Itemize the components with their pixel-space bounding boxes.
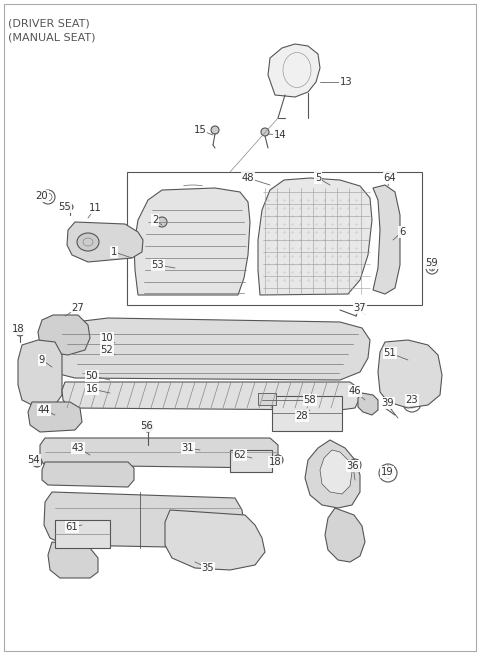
Bar	[230, 450, 272, 472]
Circle shape	[143, 422, 153, 432]
Polygon shape	[373, 185, 400, 294]
Text: 54: 54	[28, 455, 40, 465]
Text: 55: 55	[59, 202, 72, 212]
Circle shape	[429, 265, 435, 271]
Polygon shape	[325, 508, 365, 562]
Text: 19: 19	[381, 467, 394, 477]
Text: 37: 37	[354, 303, 366, 313]
Polygon shape	[320, 450, 352, 494]
Polygon shape	[18, 340, 62, 408]
Text: 18: 18	[269, 457, 281, 467]
Polygon shape	[268, 44, 320, 97]
Circle shape	[261, 128, 269, 136]
Text: 50: 50	[86, 371, 98, 381]
Text: 5: 5	[315, 173, 321, 183]
Polygon shape	[44, 492, 245, 548]
Polygon shape	[67, 222, 143, 262]
Circle shape	[67, 204, 73, 210]
Text: 23: 23	[406, 395, 418, 405]
Circle shape	[211, 126, 219, 134]
Text: 15: 15	[193, 125, 206, 135]
Circle shape	[16, 328, 24, 336]
Text: 58: 58	[304, 395, 316, 405]
Text: 39: 39	[382, 398, 394, 408]
Polygon shape	[62, 382, 360, 410]
Text: 51: 51	[384, 348, 396, 358]
Text: 18: 18	[12, 324, 24, 334]
Polygon shape	[165, 510, 265, 570]
Text: 36: 36	[347, 461, 360, 471]
Text: 9: 9	[39, 355, 45, 365]
Circle shape	[273, 455, 283, 465]
Text: 1: 1	[111, 247, 117, 257]
Ellipse shape	[77, 233, 99, 251]
Polygon shape	[134, 188, 250, 295]
Polygon shape	[38, 315, 90, 355]
Polygon shape	[48, 542, 98, 578]
Text: 48: 48	[242, 173, 254, 183]
Text: 61: 61	[66, 522, 78, 532]
Text: 56: 56	[141, 421, 154, 431]
Text: 20: 20	[36, 191, 48, 201]
Text: 43: 43	[72, 443, 84, 453]
Text: 52: 52	[101, 345, 113, 355]
Bar	[55, 520, 110, 548]
Bar	[258, 393, 276, 405]
Circle shape	[32, 457, 42, 467]
Text: (MANUAL SEAT): (MANUAL SEAT)	[8, 32, 96, 42]
Text: 53: 53	[152, 260, 164, 270]
Circle shape	[157, 217, 167, 227]
Polygon shape	[42, 462, 134, 487]
Text: 16: 16	[85, 384, 98, 394]
Text: 35: 35	[202, 563, 214, 573]
Text: 2: 2	[152, 215, 158, 225]
Text: 14: 14	[274, 130, 286, 140]
Bar	[272, 396, 342, 431]
Text: 31: 31	[182, 443, 194, 453]
Polygon shape	[358, 393, 378, 415]
Text: 44: 44	[38, 405, 50, 415]
Bar	[127, 172, 422, 305]
Text: 64: 64	[384, 173, 396, 183]
Polygon shape	[40, 438, 278, 468]
Text: 28: 28	[296, 411, 308, 421]
Text: 10: 10	[101, 333, 113, 343]
Text: 11: 11	[89, 203, 101, 213]
Text: 59: 59	[426, 258, 438, 268]
Text: (DRIVER SEAT): (DRIVER SEAT)	[8, 18, 90, 28]
Text: 62: 62	[234, 450, 246, 460]
Polygon shape	[258, 178, 372, 295]
Text: 27: 27	[72, 303, 84, 313]
Polygon shape	[52, 318, 370, 380]
Polygon shape	[305, 440, 360, 508]
Text: 46: 46	[348, 386, 361, 396]
Text: 13: 13	[340, 77, 352, 87]
Text: 6: 6	[399, 227, 405, 237]
Polygon shape	[28, 402, 82, 432]
Polygon shape	[378, 340, 442, 408]
